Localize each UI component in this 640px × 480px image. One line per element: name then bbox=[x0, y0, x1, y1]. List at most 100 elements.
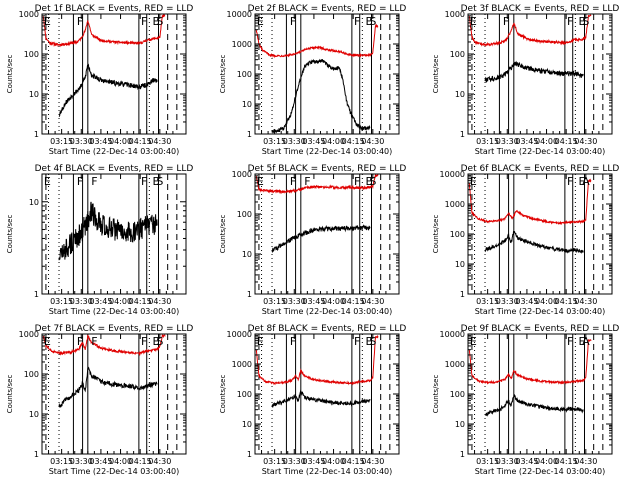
x-tick-label: 04:15 bbox=[129, 137, 152, 146]
x-tick-label: 03:45 bbox=[89, 137, 112, 146]
y-tick-label: 1 bbox=[247, 130, 252, 139]
x-tick-label: 03:15 bbox=[50, 297, 73, 306]
x-tick-label: 04:00 bbox=[535, 297, 558, 306]
panel-det-9: 1 10 100 1000 10000 03:1503:3003:4504:0004:15… bbox=[432, 324, 619, 476]
panel-det-2: 1 10 100 1000 10000 03:1503:3003:4504:0004:15… bbox=[219, 4, 406, 156]
x-tick-label: 04:00 bbox=[109, 137, 132, 146]
lld-series-line bbox=[42, 13, 166, 48]
flag-label-f: F bbox=[354, 175, 360, 188]
y-tick-label: 10 bbox=[455, 260, 465, 269]
x-tick-label: 04:30 bbox=[574, 457, 597, 466]
flag-label-e: E bbox=[578, 175, 585, 188]
events-series-line bbox=[58, 201, 158, 261]
panel-title: Det 7f BLACK = Events, RED = LLD bbox=[35, 324, 194, 334]
flag-label-e: E bbox=[470, 15, 477, 28]
x-tick-label: 04:15 bbox=[555, 137, 578, 146]
y-tick-label: 1000 bbox=[232, 360, 252, 369]
y-tick-label: 10000 bbox=[440, 170, 465, 179]
plot-frame bbox=[254, 333, 400, 455]
y-tick-label: 10 bbox=[29, 198, 39, 207]
x-tick-label: 03:45 bbox=[515, 137, 538, 146]
x-tick-label: 04:30 bbox=[574, 297, 597, 306]
flag-label-f: F bbox=[290, 15, 296, 28]
x-tick-label: 04:30 bbox=[148, 297, 171, 306]
x-tick-label: 03:45 bbox=[515, 297, 538, 306]
y-axis-label: Counts/sec bbox=[219, 375, 227, 414]
x-axis-label: Start Time (22-Dec-14 03:00:40) bbox=[262, 147, 393, 156]
events-series-line bbox=[484, 230, 584, 255]
flag-label-e: E bbox=[257, 335, 264, 348]
flag-label-e: E bbox=[365, 175, 372, 188]
events-series-line bbox=[271, 389, 371, 408]
x-tick-label: 03:15 bbox=[263, 297, 286, 306]
x-tick-label: 04:30 bbox=[148, 457, 171, 466]
flag-label-f: F bbox=[290, 175, 296, 188]
events-series-line bbox=[484, 60, 584, 83]
y-axis-label: Counts/sec bbox=[432, 215, 440, 254]
y-tick-label: 10000 bbox=[227, 10, 252, 19]
panel-det-1: 1 10 100 1000 03:1503:3003:4504:0004:1504:30… bbox=[6, 4, 193, 156]
panel-title: Det 3f BLACK = Events, RED = LLD bbox=[461, 4, 620, 14]
y-tick-label: 100 bbox=[237, 70, 252, 79]
flag-label-f: F bbox=[91, 335, 97, 348]
flag-label-e: E bbox=[365, 15, 372, 28]
x-tick-label: 04:00 bbox=[109, 457, 132, 466]
flag-label-f: F bbox=[77, 335, 83, 348]
y-tick-label: 1000 bbox=[445, 360, 465, 369]
x-tick-label: 03:45 bbox=[89, 457, 112, 466]
flag-label-f: F bbox=[290, 335, 296, 348]
x-tick-label: 04:00 bbox=[322, 137, 345, 146]
flag-label-s: S bbox=[369, 335, 376, 348]
y-tick-label: 10000 bbox=[227, 330, 252, 339]
y-tick-label: 10 bbox=[242, 250, 252, 259]
panel-det-3: 1 10 100 1000 03:1503:3003:4504:0004:1504:30… bbox=[432, 4, 619, 156]
y-tick-label: 10 bbox=[455, 420, 465, 429]
x-tick-label: 03:15 bbox=[50, 457, 73, 466]
x-tick-label: 03:30 bbox=[496, 297, 519, 306]
y-tick-label: 10 bbox=[455, 90, 465, 99]
x-axis-label: Start Time (22-Dec-14 03:00:40) bbox=[475, 467, 606, 476]
y-tick-label: 10 bbox=[242, 100, 252, 109]
lld-series-line bbox=[468, 339, 592, 385]
panel-det-8: 1 10 100 1000 10000 03:1503:3003:4504:0004:15… bbox=[219, 324, 406, 476]
flag-label-s: S bbox=[369, 15, 376, 28]
x-tick-label: 03:30 bbox=[496, 457, 519, 466]
flag-label-f: F bbox=[141, 175, 147, 188]
x-tick-label: 03:30 bbox=[283, 137, 306, 146]
x-tick-label: 03:15 bbox=[50, 137, 73, 146]
flag-label-a: A bbox=[582, 335, 590, 348]
y-tick-label: 1 bbox=[460, 130, 465, 139]
lld-series-line bbox=[255, 23, 379, 59]
x-tick-label: 03:30 bbox=[496, 137, 519, 146]
x-tick-label: 04:00 bbox=[109, 297, 132, 306]
x-tick-label: 03:45 bbox=[89, 297, 112, 306]
x-tick-label: 04:15 bbox=[555, 297, 578, 306]
y-tick-label: 10000 bbox=[440, 330, 465, 339]
y-axis-label: Counts/sec bbox=[6, 55, 14, 94]
events-series-line bbox=[484, 394, 584, 417]
panel-det-7: 1 10 100 1000 03:1503:3003:4504:0004:1504:30… bbox=[6, 324, 193, 476]
flag-label-f: F bbox=[304, 175, 310, 188]
x-tick-label: 03:30 bbox=[283, 297, 306, 306]
x-tick-label: 03:15 bbox=[263, 457, 286, 466]
y-tick-label: 1000 bbox=[19, 10, 39, 19]
y-tick-label: 10 bbox=[29, 90, 39, 99]
x-tick-label: 03:30 bbox=[70, 457, 93, 466]
flag-label-e: E bbox=[578, 15, 585, 28]
plot-frame bbox=[254, 13, 400, 135]
y-axis-label: Counts/sec bbox=[6, 375, 14, 414]
x-tick-label: 03:15 bbox=[263, 137, 286, 146]
y-tick-label: 100 bbox=[450, 50, 465, 59]
flag-label-s: S bbox=[156, 175, 163, 188]
plot-frame bbox=[41, 13, 187, 135]
y-axis-label: Counts/sec bbox=[6, 215, 14, 254]
x-axis-label: Start Time (22-Dec-14 03:00:40) bbox=[262, 307, 393, 316]
y-tick-label: 1 bbox=[460, 450, 465, 459]
lld-series-line bbox=[255, 173, 379, 195]
y-axis-label: Counts/sec bbox=[432, 375, 440, 414]
flag-label-s: S bbox=[156, 15, 163, 28]
flag-label-f: F bbox=[567, 335, 573, 348]
panel-det-5: 1 10 100 1000 03:1503:3003:4504:0004:1504:30… bbox=[219, 164, 406, 316]
flag-label-f: F bbox=[141, 15, 147, 28]
